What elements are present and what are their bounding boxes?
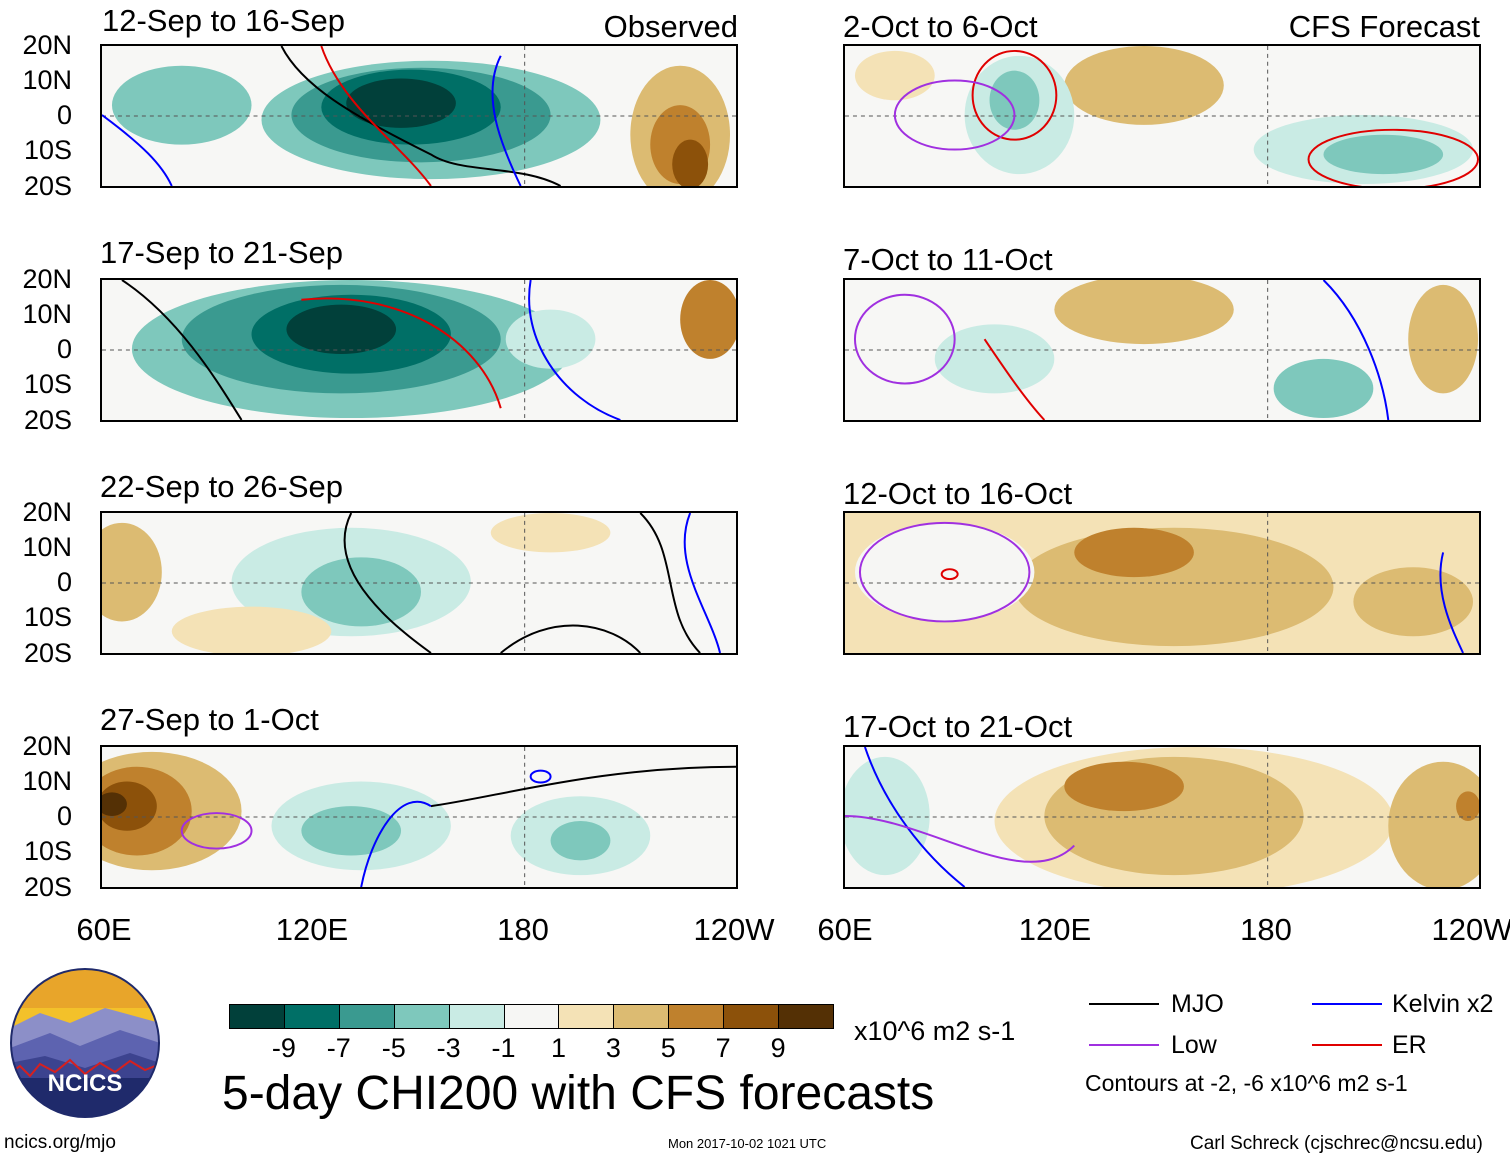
colorbar-labels: -9 -7 -5 -3 -1 1 3 5 7 9: [229, 1034, 833, 1064]
main-title: 5-day CHI200 with CFS forecasts: [222, 1067, 935, 1120]
units-label: x10^6 m2 s-1: [854, 1016, 1016, 1046]
colorbar-swatch: [229, 1004, 285, 1029]
map-panel-obs-4: [100, 745, 738, 889]
x-tick-label: 60E: [76, 912, 132, 947]
panel-title-fc-2: 7-Oct to 11-Oct: [843, 242, 1053, 277]
legend-label-kelvin: Kelvin x2: [1392, 990, 1494, 1018]
legend-label-low: Low: [1171, 1031, 1217, 1059]
legend-label-mjo: MJO: [1171, 990, 1224, 1018]
legend-line-kelvin: [1312, 1003, 1382, 1005]
y-tick-label: 20N: [22, 497, 72, 527]
colorbar-swatch: [503, 1004, 560, 1029]
colorbar-swatch: [778, 1004, 834, 1029]
legend-line-mjo: [1089, 1003, 1159, 1005]
y-tick-label: 0: [56, 334, 72, 364]
colorbar-level-label: 1: [550, 1033, 566, 1063]
legend-line-er: [1312, 1044, 1382, 1046]
panel-title-obs-2: 17-Sep to 21-Sep: [100, 235, 344, 270]
x-tick-label: 120W: [1431, 912, 1510, 947]
colorbar-swatch: [613, 1004, 670, 1029]
x-tick-label: 180: [1240, 912, 1292, 947]
x-tick-label: 120E: [275, 912, 349, 947]
y-tick-label: 20N: [22, 264, 72, 294]
panel-title-fc-4: 17-Oct to 21-Oct: [843, 709, 1073, 744]
colorbar-level-label: -1: [491, 1033, 516, 1063]
y-tick-label: 20S: [23, 171, 72, 201]
colorbar-swatch: [448, 1004, 505, 1029]
map-panel-obs-3: [100, 511, 738, 655]
colorbar-swatch: [338, 1004, 395, 1029]
y-tick-label: 20S: [23, 405, 72, 435]
map-panel-obs-2: [100, 278, 738, 422]
panel-title-obs-4: 27-Sep to 1-Oct: [100, 702, 319, 737]
x-tick-label: 60E: [817, 912, 873, 947]
contour-legend: MJO Kelvin x2 Low ER Contours at -2, -6 …: [1085, 988, 1505, 1098]
footer-credit: Carl Schreck (cjschrec@ncsu.edu): [1190, 1133, 1483, 1154]
column-header-forecast: CFS Forecast: [1288, 9, 1480, 44]
map-panel-fc-2: [843, 278, 1481, 422]
y-tick-label: 10N: [22, 299, 72, 329]
panel-title-fc-3: 12-Oct to 16-Oct: [843, 476, 1073, 511]
x-tick-label: 120W: [693, 912, 775, 947]
y-tick-label: 20N: [22, 731, 72, 761]
colorbar-level-label: -3: [436, 1033, 461, 1063]
colorbar-level-label: 3: [605, 1033, 621, 1063]
map-panel-fc-4: [843, 745, 1481, 889]
colorbar-level-label: 5: [660, 1033, 676, 1063]
map-panel-fc-1: [843, 44, 1481, 188]
colorbar-swatch: [668, 1004, 725, 1029]
y-tick-label: 10N: [22, 65, 72, 95]
y-tick-label: 10S: [23, 135, 72, 165]
y-tick-label: 10S: [23, 836, 72, 866]
logo-text: NCICS: [48, 1070, 123, 1097]
x-tick-label: 120E: [1018, 912, 1092, 947]
colorbar-level-label: -9: [271, 1033, 296, 1063]
y-tick-label: 10N: [22, 532, 72, 562]
x-tick-label: 180: [497, 912, 549, 947]
y-tick-label: 20S: [23, 638, 72, 668]
y-tick-label: 20S: [23, 872, 72, 902]
map-panel-fc-3: [843, 511, 1481, 655]
colorbar-swatch: [723, 1004, 780, 1029]
colorbar-level-label: -5: [381, 1033, 406, 1063]
colorbar: [229, 1004, 834, 1029]
legend-line-low: [1089, 1044, 1159, 1046]
footer-url[interactable]: ncics.org/mjo: [4, 1132, 116, 1153]
map-panel-obs-1: [100, 44, 738, 188]
panel-title-fc-1: 2-Oct to 6-Oct: [843, 9, 1038, 44]
panel-title-obs-3: 22-Sep to 26-Sep: [100, 469, 344, 504]
colorbar-level-label: -7: [326, 1033, 351, 1063]
panel-title-obs-1: 12-Sep to 16-Sep: [102, 3, 346, 38]
y-tick-label: 0: [56, 801, 72, 831]
column-header-observed: Observed: [603, 9, 738, 44]
footer-timestamp: Mon 2017-10-02 1021 UTC: [668, 1136, 827, 1151]
y-tick-label: 0: [56, 100, 72, 130]
contour-note: Contours at -2, -6 x10^6 m2 s-1: [1085, 1070, 1408, 1096]
y-tick-label: 10N: [22, 766, 72, 796]
y-tick-label: 10S: [23, 602, 72, 632]
colorbar-swatch: [283, 1004, 340, 1029]
y-tick-label: 0: [56, 567, 72, 597]
colorbar-swatch: [393, 1004, 450, 1029]
y-tick-label: 20N: [22, 30, 72, 60]
legend-label-er: ER: [1392, 1031, 1427, 1059]
colorbar-level-label: 9: [770, 1033, 786, 1063]
ncics-logo: NCICS: [10, 968, 160, 1118]
colorbar-level-label: 7: [715, 1033, 731, 1063]
colorbar-swatch: [558, 1004, 615, 1029]
y-tick-label: 10S: [23, 369, 72, 399]
